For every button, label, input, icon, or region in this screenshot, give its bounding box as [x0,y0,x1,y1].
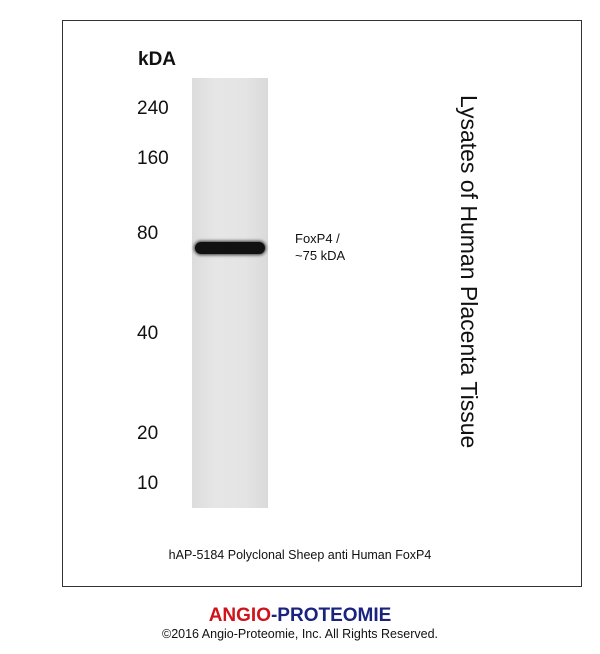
marker-10: 10 [137,473,159,494]
marker-40: 40 [137,323,159,344]
marker-160: 160 [137,148,169,169]
blot-lane [192,78,268,508]
unit-label: kDA [138,49,177,70]
figure-frame [62,20,582,587]
brand-part1: ANGIO [208,605,271,626]
band-label-line2: ~75 kDA [295,248,346,263]
band-label-line1: FoxP4 / [295,231,340,246]
marker-80: 80 [137,223,159,244]
marker-20: 20 [137,423,159,444]
brand-sep: - [270,605,278,626]
marker-240: 240 [137,98,169,119]
brand-logo: ANGIO-PROTEOMIE [0,605,600,627]
copyright: ©2016 Angio-Proteomie, Inc. All Rights R… [161,627,439,641]
band-label: FoxP4 / ~75 kDA [295,230,345,264]
sample-label: Lysates of Human Placenta Tissue [456,95,482,449]
brand-part2: PROTEOMIE [277,605,392,626]
caption: hAP-5184 Polyclonal Sheep anti Human Fox… [168,548,432,562]
protein-band [195,242,265,254]
